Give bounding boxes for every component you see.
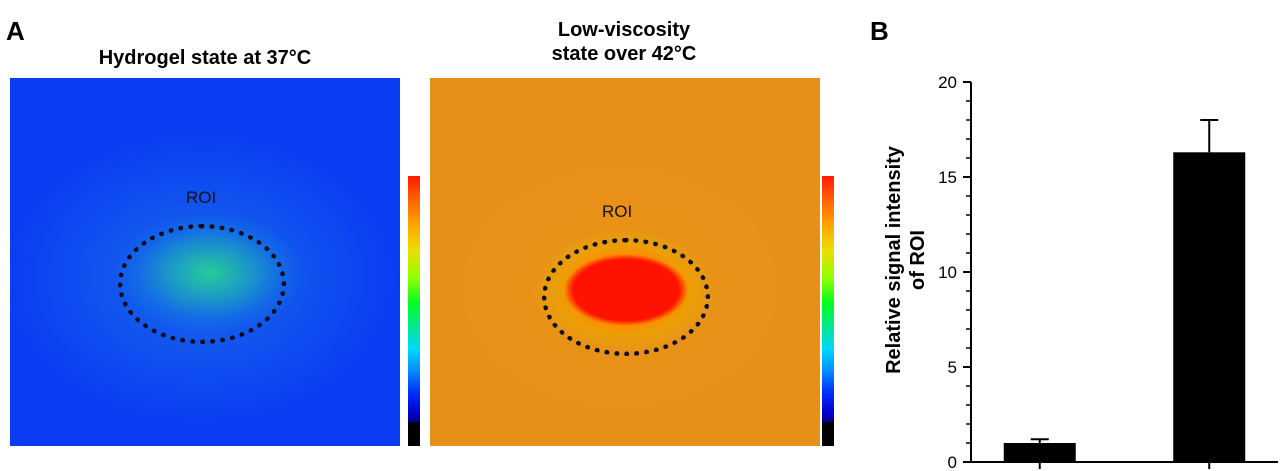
- image-1-title-line: Hydrogel state at 37°C: [98, 47, 312, 69]
- image-1-title: Hydrogel state at 37°C: [10, 46, 400, 70]
- colorbar-2: [822, 176, 834, 446]
- y-tick-label: 20: [938, 73, 957, 92]
- y-axis-title: Relative signal intensity of ROI: [883, 145, 929, 374]
- bars: [1003, 119, 1246, 463]
- y-axis-title-line-1: Relative signal intensity: [883, 145, 905, 374]
- x-axis: At 37°COver 42°C: [971, 461, 1278, 469]
- image-2-title: Low-viscosity state over 42°C: [428, 18, 820, 66]
- y-tick-label: 0: [948, 453, 957, 471]
- roi-label: ROI: [602, 202, 633, 221]
- y-tick-label: 15: [938, 168, 957, 187]
- image-2-title-line-2: state over 42°C: [551, 43, 697, 65]
- thermal-image-37c: ROI: [10, 78, 400, 446]
- bar: [1173, 152, 1246, 463]
- roi-ellipse: [118, 224, 286, 344]
- bar: [1003, 443, 1076, 462]
- roi-label: ROI: [186, 188, 217, 207]
- bar-chart: Relative signal intensity of ROI 0 5 10 15 2…: [883, 73, 1278, 471]
- image-2-title-line-1: Low-viscosity: [557, 19, 691, 41]
- panel-letter-a: A: [6, 16, 25, 46]
- y-axis: 0 5 10 15 20: [938, 73, 972, 471]
- y-tick-label: 5: [948, 358, 957, 377]
- colorbar-1: [408, 176, 420, 446]
- panel-letter-b: B: [870, 16, 889, 46]
- roi-ellipse: [542, 238, 710, 356]
- thermal-image-42c: ROI: [430, 78, 820, 446]
- y-axis-title-line-2: of ROI: [907, 230, 929, 290]
- y-tick-label: 10: [938, 263, 957, 282]
